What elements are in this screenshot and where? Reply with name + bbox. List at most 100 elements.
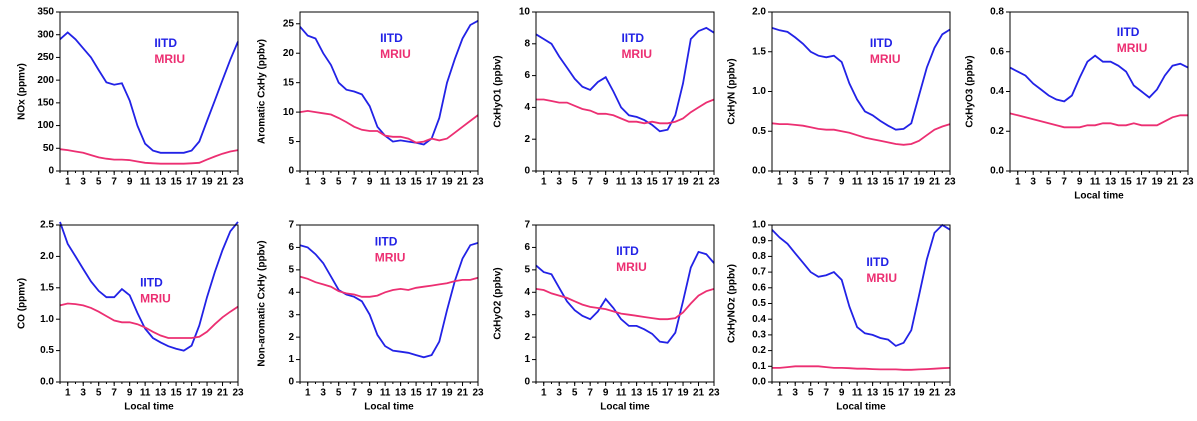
y-tick-label: 0.5 bbox=[40, 345, 54, 356]
plot-frame bbox=[771, 224, 951, 383]
x-tick-label: 21 bbox=[217, 177, 229, 188]
x-tick-label: 7 bbox=[111, 388, 117, 399]
x-tick-label: 3 bbox=[556, 388, 562, 399]
legend-label: MRIU bbox=[870, 52, 901, 66]
y-tick-label: 1.0 bbox=[40, 314, 54, 325]
x-tick-label: 19 bbox=[201, 388, 213, 399]
x-tick-label: 9 bbox=[839, 388, 845, 399]
x-tick-label: 23 bbox=[1182, 177, 1194, 188]
x-tick-label: 7 bbox=[587, 177, 593, 188]
x-tick-label: 9 bbox=[839, 177, 845, 188]
x-tick-label: 17 bbox=[898, 388, 910, 399]
x-tick-label: 17 bbox=[898, 177, 910, 188]
x-tick-label: 23 bbox=[708, 388, 720, 399]
x-tick-label: 9 bbox=[367, 388, 373, 399]
x-tick-label: 15 bbox=[171, 177, 183, 188]
x-tick-label: 7 bbox=[823, 388, 829, 399]
y-tick-label: 1 bbox=[524, 354, 530, 365]
y-tick-label: 0.5 bbox=[752, 126, 766, 137]
panel: 0.00.51.01.52.02.51 3 5 7 9 11 13 15 17 19 21 23CO … bbox=[17, 220, 244, 413]
x-tick-label: 11 bbox=[852, 177, 863, 188]
y-tick-label: 0.0 bbox=[752, 166, 766, 177]
y-tick-label: 7 bbox=[524, 220, 530, 231]
legend-label: IITD bbox=[140, 275, 163, 289]
x-tick-label: 21 bbox=[217, 388, 229, 399]
y-tick-label: 6 bbox=[524, 70, 530, 81]
x-axis-label: Local time bbox=[600, 402, 650, 413]
x-tick-label: 5 bbox=[336, 388, 342, 399]
x-tick-label: 21 bbox=[693, 388, 705, 399]
y-tick-label: 6 bbox=[288, 242, 294, 253]
x-tick-label: 19 bbox=[201, 177, 213, 188]
legend-label: MRIU bbox=[616, 260, 647, 274]
y-tick-label: 5 bbox=[288, 264, 294, 275]
data-line bbox=[772, 365, 951, 371]
y-tick-label: 0.4 bbox=[990, 86, 1004, 97]
y-tick-label: 150 bbox=[37, 97, 54, 108]
x-tick-label: 3 bbox=[320, 388, 326, 399]
x-tick-label: 13 bbox=[155, 177, 167, 188]
legend-label: MRIU bbox=[154, 52, 185, 66]
x-tick-label: 13 bbox=[1105, 177, 1117, 188]
x-axis-label: Local time bbox=[124, 402, 174, 413]
y-tick-label: 0.7 bbox=[752, 267, 766, 278]
y-tick-label: 25 bbox=[283, 18, 295, 29]
y-tick-label: 0.0 bbox=[990, 166, 1004, 177]
y-tick-label: 0 bbox=[48, 166, 54, 177]
x-tick-label: 17 bbox=[426, 177, 438, 188]
y-tick-label: 10 bbox=[519, 7, 531, 18]
data-line bbox=[59, 31, 239, 154]
data-line bbox=[1009, 112, 1188, 129]
y-tick-label: 2.5 bbox=[40, 220, 54, 231]
x-tick-label: 13 bbox=[395, 177, 407, 188]
x-tick-label: 19 bbox=[677, 177, 689, 188]
x-tick-label: 21 bbox=[457, 388, 469, 399]
x-tick-label: 17 bbox=[662, 177, 674, 188]
y-tick-label: 15 bbox=[283, 77, 295, 88]
x-axis-label: Local time bbox=[364, 402, 414, 413]
data-line bbox=[299, 109, 479, 144]
data-line bbox=[536, 98, 715, 125]
y-tick-label: 0 bbox=[288, 377, 294, 388]
y-tick-label: 0.2 bbox=[990, 126, 1004, 137]
x-tick-label: 9 bbox=[603, 177, 609, 188]
x-tick-label: 17 bbox=[1136, 177, 1148, 188]
x-tick-label: 5 bbox=[808, 177, 814, 188]
data-line bbox=[59, 302, 239, 339]
data-line bbox=[59, 148, 239, 165]
x-tick-label: 1 bbox=[541, 388, 547, 399]
y-tick-label: 8 bbox=[524, 38, 530, 49]
x-tick-label: 3 bbox=[792, 177, 798, 188]
x-tick-label: 9 bbox=[603, 388, 609, 399]
x-tick-label: 11 bbox=[1090, 177, 1101, 188]
legend-label: MRIU bbox=[1117, 41, 1148, 55]
legend-label: MRIU bbox=[866, 271, 897, 285]
y-tick-label: 2 bbox=[524, 134, 530, 145]
legend-label: MRIU bbox=[621, 47, 652, 61]
x-tick-label: 9 bbox=[127, 388, 133, 399]
x-tick-label: 5 bbox=[336, 177, 342, 188]
y-tick-label: 2.0 bbox=[752, 7, 766, 18]
panel: 0.00.10.20.30.40.50.60.70.80.91.01 3 5 7 9 11… bbox=[727, 220, 956, 413]
x-tick-label: 19 bbox=[913, 388, 925, 399]
y-tick-label: 0.2 bbox=[752, 345, 766, 356]
x-tick-label: 7 bbox=[351, 388, 357, 399]
x-tick-label: 19 bbox=[913, 177, 925, 188]
y-tick-label: 7 bbox=[288, 220, 294, 231]
legend-label: IITD bbox=[154, 36, 177, 50]
x-tick-label: 3 bbox=[1030, 177, 1036, 188]
x-tick-label: 1 bbox=[777, 388, 783, 399]
x-tick-label: 3 bbox=[80, 177, 86, 188]
data-line bbox=[771, 122, 951, 146]
plot-frame bbox=[535, 11, 715, 172]
x-tick-label: 11 bbox=[616, 388, 627, 399]
y-tick-label: 4 bbox=[524, 287, 530, 298]
x-tick-label: 1 bbox=[541, 177, 547, 188]
y-axis-label: Aromatic CxHy (ppbv) bbox=[257, 39, 268, 144]
x-tick-label: 9 bbox=[127, 177, 133, 188]
data-line bbox=[299, 20, 479, 146]
x-tick-label: 5 bbox=[572, 177, 578, 188]
